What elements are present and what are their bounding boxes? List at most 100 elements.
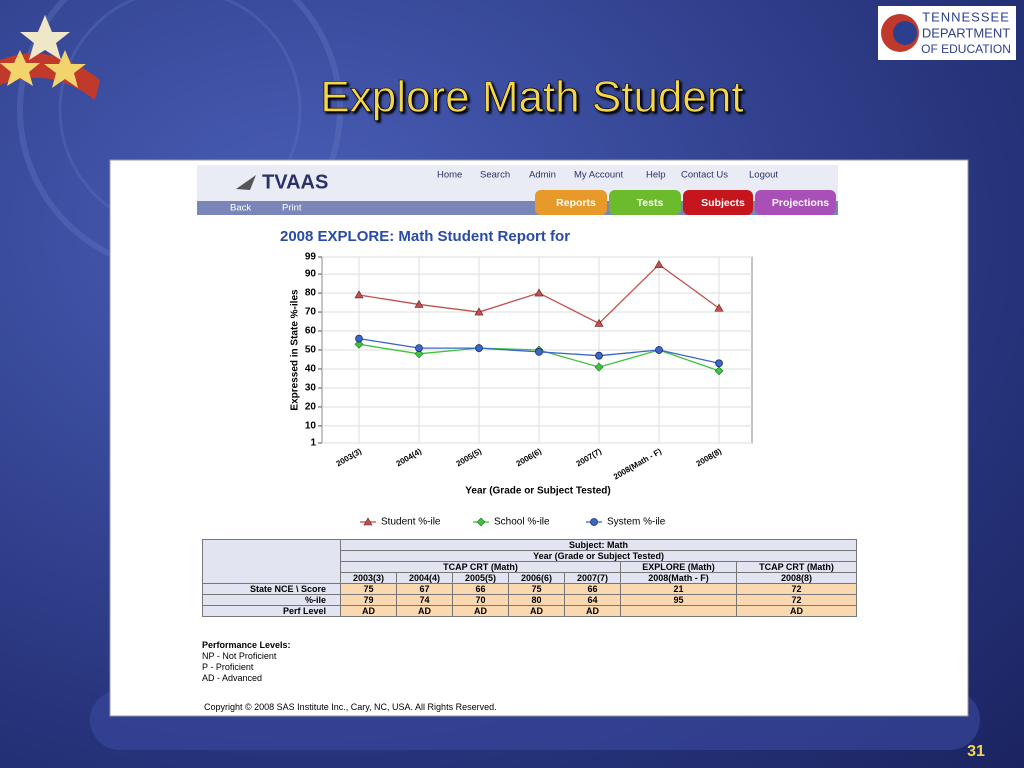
table-cell: 75 (340, 583, 397, 595)
subnav-link[interactable]: Print (282, 203, 302, 214)
table-cell: 2007(7) (564, 572, 621, 584)
legend-label: School %-ile (494, 517, 550, 528)
table-row: 2003(3) 2004(4) 2005(5) 2006(6) 2007(7) 2008(… (203, 572, 857, 584)
table-cell: Subject: Math (340, 539, 857, 551)
table-cell: AD (736, 605, 857, 617)
y-tick-label: 70 (305, 307, 317, 318)
x-tick-label: 2008(Math - F) (612, 447, 663, 482)
table-cell: 72 (736, 594, 857, 606)
table-cell: 95 (620, 594, 737, 606)
logo-text: TENNESSEE (922, 9, 1010, 24)
tab[interactable] (535, 190, 607, 215)
y-tick-label: 30 (305, 383, 317, 394)
brand-mark (236, 175, 256, 190)
table-cell: %-ile (202, 594, 341, 606)
table-cell: 2006(6) (508, 572, 565, 584)
nav-link[interactable]: Home (437, 170, 462, 181)
nav-link[interactable]: Search (480, 170, 510, 181)
table-cell: 70 (452, 594, 509, 606)
logo-text: OF EDUCATION (921, 42, 1011, 56)
table-cell: 79 (340, 594, 397, 606)
table-cell: 2003(3) (340, 572, 397, 584)
chart-title: 2008 EXPLORE: Math Student Report for (280, 228, 570, 245)
marker (655, 346, 663, 354)
nav-link[interactable]: My Account (574, 170, 623, 181)
table-cell: 64 (564, 594, 621, 606)
table-cell: 2008(Math - F) (620, 572, 737, 584)
nav-link[interactable]: Contact Us (681, 170, 728, 181)
marker (476, 517, 486, 527)
table-cell: AD (508, 605, 565, 617)
tab[interactable] (683, 190, 753, 215)
marker (534, 288, 544, 297)
marker (594, 362, 604, 372)
slide-title: Explore Math Student (320, 73, 743, 122)
marker (590, 518, 598, 526)
tab[interactable] (755, 190, 836, 215)
star (44, 50, 86, 88)
table-cell: AD (396, 605, 453, 617)
footnote-line: AD - Advanced (202, 673, 263, 683)
table-cell: TCAP CRT (Math) (736, 561, 857, 573)
nav-link[interactable]: Admin (529, 170, 556, 181)
marker (714, 366, 724, 376)
tab[interactable] (609, 190, 681, 215)
table-row: Subject: Math (202, 539, 857, 584)
table-cell: State NCE \ Score (202, 583, 341, 595)
tab-label[interactable]: Subjects (701, 197, 745, 209)
y-tick-label: 90 (305, 269, 317, 280)
tab-label[interactable]: Projections (772, 197, 829, 209)
y-tick-label: 20 (305, 402, 317, 413)
table-cell: 21 (620, 583, 737, 595)
table-cell: 75 (508, 583, 565, 595)
star (20, 15, 70, 60)
marker (654, 259, 664, 268)
table-cell: 66 (452, 583, 509, 595)
table-cell: 66 (564, 583, 621, 595)
x-axis-label: Year (Grade or Subject Tested) (465, 486, 610, 497)
page-number: 31 (967, 743, 985, 760)
legend-label: System %-ile (607, 517, 666, 528)
nav-link[interactable]: Logout (749, 170, 778, 181)
footnote: Performance Levels: NP - Not Proficient … (202, 640, 291, 684)
y-tick-label: 60 (305, 326, 317, 337)
x-tick-label: 2004(4) (395, 447, 424, 469)
y-axis-label: Expressed in State %-iles (290, 289, 301, 411)
table-cell: AD (564, 605, 621, 617)
subnav-link[interactable]: Back (230, 203, 251, 214)
logo-text: DEPARTMENT (922, 25, 1010, 40)
y-tick-label: 99 (305, 252, 317, 263)
marker (535, 347, 543, 356)
marker (474, 307, 484, 316)
table-cell (620, 605, 737, 617)
legend-label: Student %-ile (381, 517, 441, 528)
brand: TVAAS (262, 171, 328, 193)
table-row: State NCE \ Score 75 67 66 75 66 21 72 (202, 583, 857, 595)
marker (354, 290, 364, 299)
y-tick-label: 1 (310, 438, 316, 449)
table-cell: Year (Grade or Subject Tested) (340, 550, 857, 562)
marker (355, 334, 363, 343)
marker (594, 318, 604, 327)
footnote-heading: Performance Levels: (202, 640, 291, 650)
nav-link[interactable]: Help (646, 170, 666, 181)
tab-label[interactable]: Reports (556, 197, 596, 209)
table-cell: 72 (736, 583, 857, 595)
table-row: Perf Level AD AD AD AD AD AD (202, 605, 857, 617)
table-cell: 80 (508, 594, 565, 606)
marker (714, 303, 724, 312)
table-cell: 2004(4) (396, 572, 453, 584)
tab-label[interactable]: Tests (637, 197, 664, 209)
table-cell (202, 539, 341, 584)
table-cell: 67 (396, 583, 453, 595)
marker (414, 299, 424, 308)
marker (415, 344, 423, 353)
star (0, 50, 40, 86)
y-tick-label: 10 (305, 421, 317, 432)
table-cell: 2005(5) (452, 572, 509, 584)
table-cell: AD (340, 605, 397, 617)
x-tick-label: 2007(7) (575, 447, 604, 469)
copyright: Copyright © 2008 SAS Institute Inc., Car… (204, 702, 497, 712)
